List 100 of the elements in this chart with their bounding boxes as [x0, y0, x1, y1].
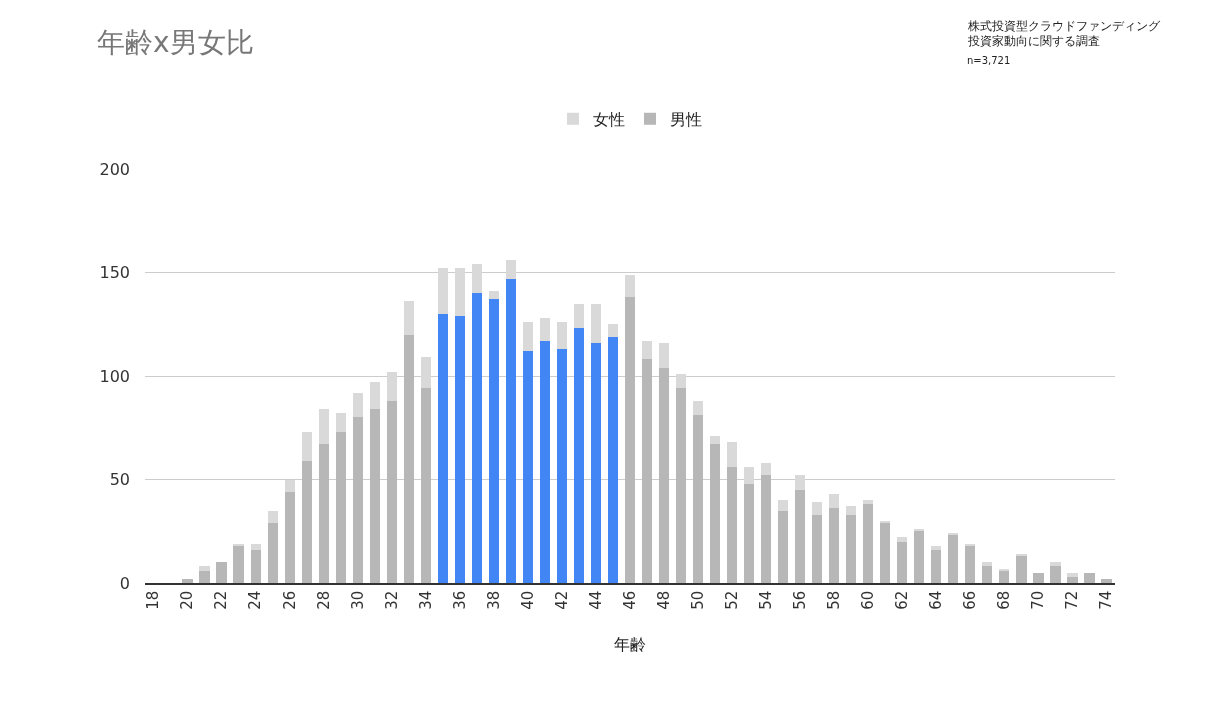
bar [812, 514, 823, 583]
bar [250, 543, 261, 550]
bar [965, 543, 976, 546]
bar [829, 493, 840, 509]
bar [420, 357, 431, 389]
bar [658, 367, 670, 583]
bar [505, 278, 516, 583]
bar [1067, 576, 1078, 583]
bar [965, 545, 976, 583]
bar [284, 491, 295, 583]
x-tick-label: 68 [995, 590, 1014, 610]
chart-title: 年齢x男女比 [97, 26, 254, 60]
text: 投資家動向に関する調査 [967, 34, 1100, 48]
x-tick-label: 54 [757, 590, 776, 610]
bar [233, 543, 244, 546]
bar [948, 535, 959, 583]
x-tick-label: 52 [722, 590, 741, 610]
bar [488, 291, 499, 300]
bar [999, 568, 1010, 571]
bar [607, 336, 619, 583]
bar [999, 570, 1010, 583]
bar [692, 400, 704, 416]
bar [675, 373, 687, 389]
bar [1084, 572, 1095, 583]
bar [641, 340, 653, 360]
x-tick-label: 48 [654, 590, 673, 610]
y-tick-label: 100 [99, 366, 130, 386]
bar [880, 522, 891, 583]
y-tick-label: 200 [99, 159, 130, 179]
bar [437, 313, 448, 583]
bar [1016, 556, 1027, 583]
bar [301, 460, 312, 583]
bar [863, 500, 874, 505]
bar [505, 260, 516, 279]
x-tick-label: 42 [552, 590, 571, 610]
bar [846, 506, 857, 515]
x-tick-label: 72 [1063, 590, 1082, 610]
bar [267, 522, 278, 583]
text: 株式投資型クラウドファンディング [967, 19, 1161, 33]
bar [522, 351, 533, 583]
x-tick-label: 18 [144, 590, 163, 610]
bar [556, 349, 568, 583]
x-tick-label: 24 [246, 590, 265, 610]
bar [471, 293, 482, 583]
bar [948, 533, 959, 536]
bar [624, 274, 636, 298]
x-tick-label: 30 [348, 590, 367, 610]
bar [318, 409, 329, 445]
bar [897, 537, 908, 542]
bar [267, 510, 278, 523]
bar [1050, 566, 1061, 583]
bar [369, 409, 380, 583]
bar [1033, 572, 1044, 583]
bar [539, 340, 551, 583]
bar [369, 382, 380, 410]
bar [454, 315, 465, 583]
bar [658, 342, 670, 368]
x-axis-title: 年齢 [614, 635, 646, 655]
bar [216, 562, 227, 583]
bar [624, 297, 636, 583]
x-tick-label: 26 [280, 590, 299, 610]
bar [250, 549, 261, 583]
text: n=3,721 [967, 55, 1011, 66]
bar [761, 475, 772, 583]
x-tick-label: 44 [586, 590, 605, 610]
x-tick-label: 32 [382, 590, 401, 610]
bar [1050, 562, 1061, 567]
bar [454, 268, 465, 316]
legend-label: 男性 [670, 110, 702, 130]
x-tick-label: 46 [620, 590, 639, 610]
bar [795, 489, 806, 583]
bar [386, 371, 397, 401]
bar [744, 467, 755, 484]
x-tick-label: 38 [484, 590, 503, 610]
bar [607, 324, 619, 337]
legend-label: 女性 [593, 110, 625, 130]
bar [539, 318, 551, 341]
bar [403, 334, 414, 583]
bar [914, 529, 925, 532]
bar [727, 467, 738, 583]
y-tick-label: 150 [99, 263, 130, 283]
bar [863, 504, 874, 583]
bar [641, 359, 653, 583]
bar [590, 342, 602, 583]
bar [982, 562, 993, 567]
y-tick-label: 0 [119, 573, 130, 593]
x-tick-label: 34 [416, 590, 435, 610]
bar [522, 322, 533, 352]
bar [812, 502, 823, 515]
bar [352, 392, 363, 418]
bar [675, 388, 687, 583]
bar [727, 442, 738, 468]
bar [692, 415, 704, 583]
bar [761, 462, 772, 476]
x-tick-label: 22 [212, 590, 231, 610]
bar [573, 328, 585, 583]
x-tick-label: 50 [688, 590, 707, 610]
bar [709, 444, 721, 583]
bar [914, 531, 925, 583]
bar [573, 303, 585, 329]
